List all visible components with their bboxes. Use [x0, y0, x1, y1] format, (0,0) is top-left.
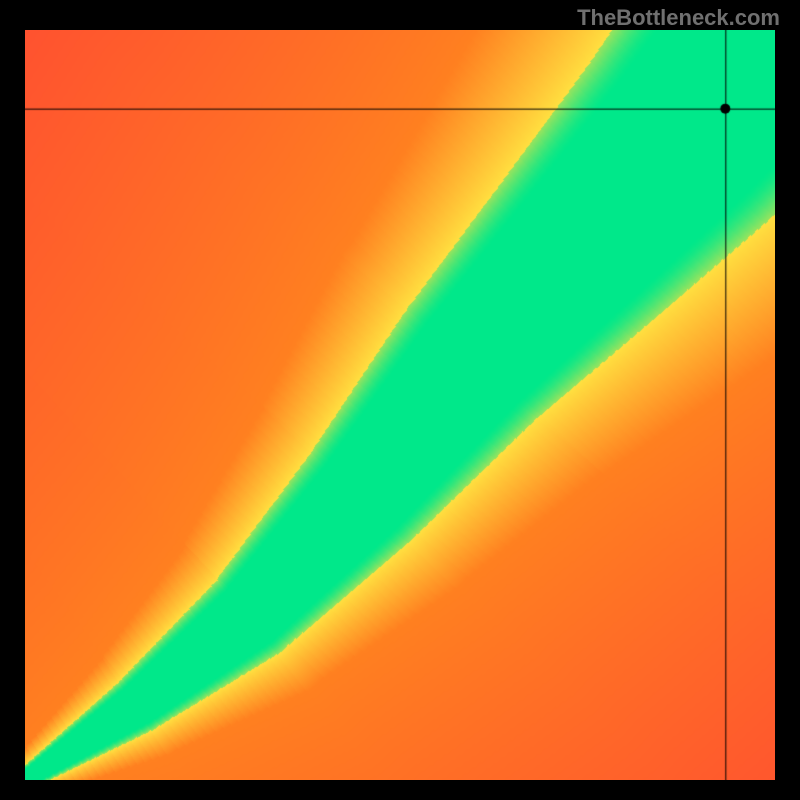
bottleneck-heatmap — [25, 30, 775, 780]
heatmap-canvas — [25, 30, 775, 780]
watermark-text: TheBottleneck.com — [577, 5, 780, 31]
